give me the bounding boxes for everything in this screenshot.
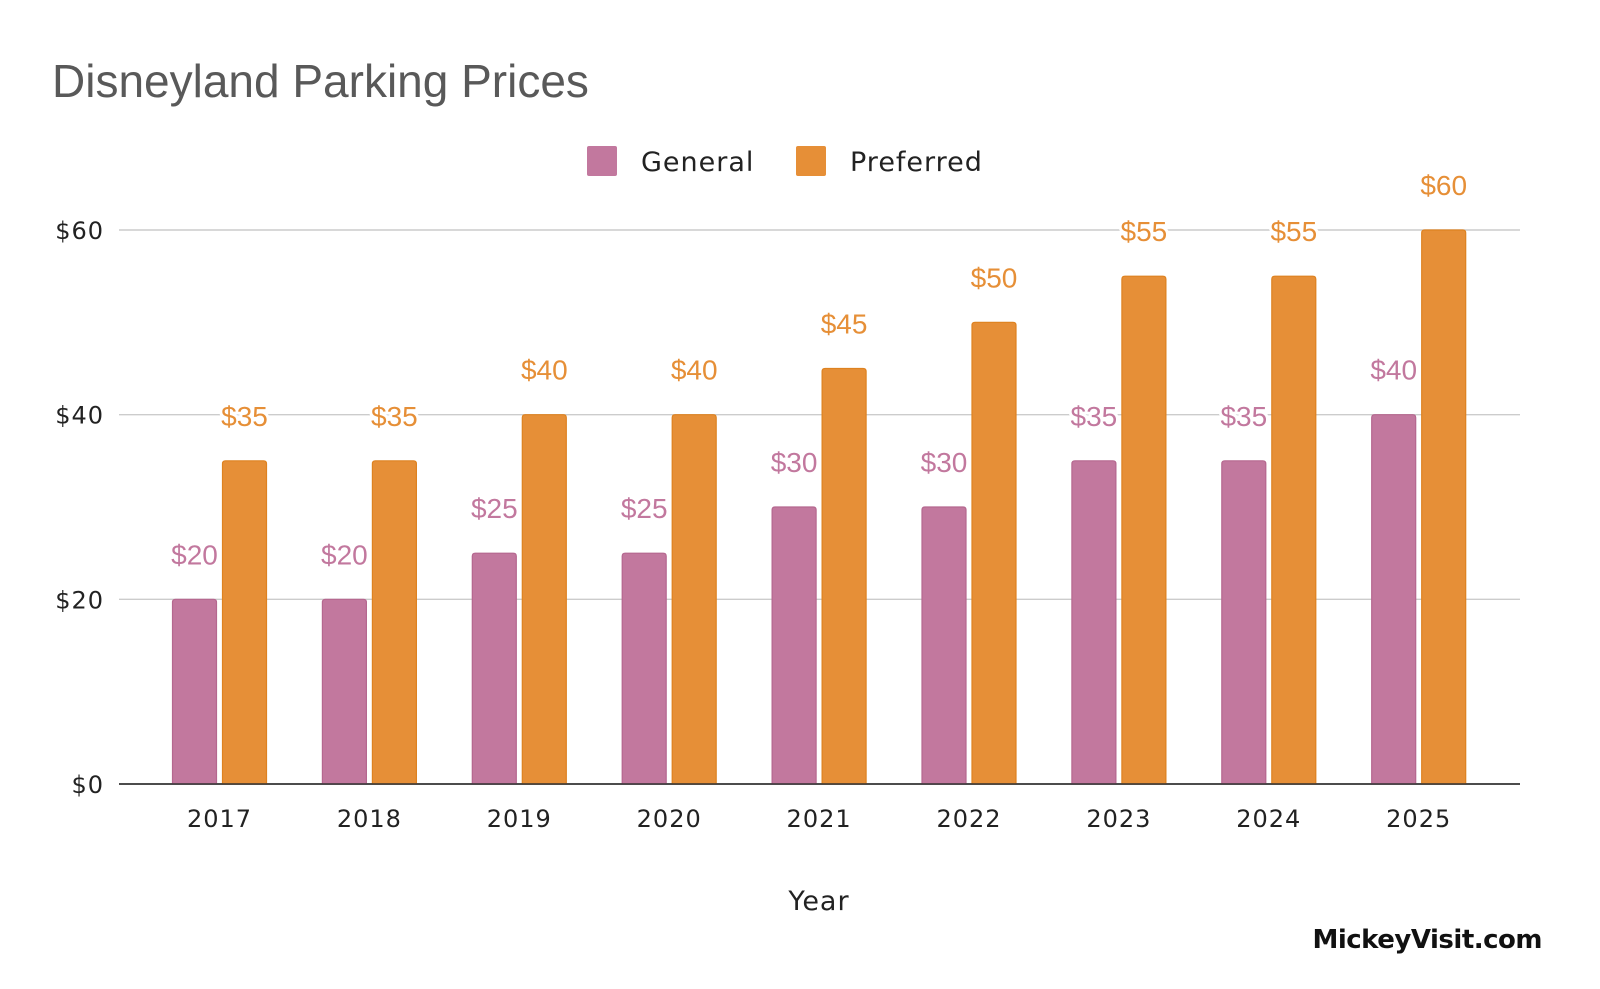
bar-general-2017 (171, 598, 218, 785)
bar-preferred-2020 (671, 414, 717, 785)
x-tick-label: 2017 (187, 805, 252, 833)
bar-group-2025: $40 $60 (1367, 167, 1470, 785)
bar-general-2020 (621, 552, 667, 785)
x-tick-label: 2025 (1386, 805, 1451, 833)
data-label-preferred: $40 (671, 355, 718, 386)
data-label-general: $30 (921, 447, 968, 478)
data-label-general: $40 (1370, 355, 1417, 386)
x-tick-label: 2019 (487, 805, 552, 833)
watermark: MickeyVisit.com (1312, 925, 1542, 955)
bar-preferred-2017 (221, 460, 268, 785)
x-tick-label: 2020 (637, 805, 702, 833)
data-label-general: $35 (1220, 401, 1267, 432)
bar-group-2019: $25 $40 (468, 352, 571, 785)
bar-group-2024: $35 $55 (1217, 213, 1320, 785)
bar-preferred-2024 (1271, 275, 1317, 785)
bar-general-2023 (1071, 460, 1117, 785)
bar-preferred-2022 (971, 321, 1017, 785)
x-tick-label: 2024 (1236, 805, 1301, 833)
data-label-preferred: $35 (221, 401, 268, 432)
bar-group-2018: $20 $35 (318, 398, 421, 785)
bar-general-2024 (1221, 460, 1267, 785)
y-tick-label: $40 (55, 402, 104, 430)
legend-label-preferred: Preferred (850, 147, 983, 178)
y-axis-ticks: $0 $20 $40 $60 (55, 217, 104, 799)
data-label-preferred: $45 (821, 309, 868, 340)
x-tick-label: 2018 (337, 805, 402, 833)
data-label-preferred: $55 (1270, 216, 1317, 247)
bar-general-2025 (1371, 414, 1417, 785)
x-axis-ticks: 2017 2018 2019 2020 2021 2022 2023 2024 2025 (187, 805, 1451, 833)
data-label-preferred: $60 (1420, 170, 1467, 201)
data-label-preferred: $55 (1121, 216, 1168, 247)
data-label-general: $35 (1071, 401, 1118, 432)
bar-general-2018 (321, 598, 367, 785)
bar-preferred-2018 (371, 460, 417, 785)
legend-label-general: General (641, 147, 754, 178)
bar-group-2022: $30 $50 (918, 259, 1020, 785)
bar-group-2021: $30 $45 (768, 306, 870, 785)
data-label-general: $30 (771, 447, 818, 478)
bar-group-2020: $25 $40 (618, 352, 721, 785)
data-label-preferred: $35 (371, 401, 418, 432)
legend: General Preferred (587, 146, 983, 178)
chart-title: Disneyland Parking Prices (52, 55, 589, 107)
legend-swatch-preferred (796, 146, 826, 176)
y-tick-label: $20 (55, 586, 104, 614)
x-tick-label: 2022 (936, 805, 1001, 833)
data-label-preferred: $40 (521, 355, 568, 386)
y-tick-label: $0 (71, 771, 104, 799)
bar-preferred-2019 (521, 414, 567, 785)
x-tick-label: 2021 (787, 805, 852, 833)
bars: $20$35$20$35$25$40$25$40$30$45$30$50$35$… (119, 167, 1520, 785)
legend-swatch-general (587, 146, 617, 176)
bar-group-2017: $20 $35 (168, 398, 271, 785)
data-label-preferred: $50 (971, 262, 1018, 293)
x-axis-title: Year (787, 886, 849, 917)
bar-general-2021 (771, 506, 817, 785)
y-tick-label: $60 (55, 217, 104, 245)
bar-general-2019 (471, 552, 517, 785)
bar-preferred-2023 (1121, 275, 1167, 785)
bar-preferred-2025 (1421, 229, 1467, 785)
data-label-general: $20 (321, 539, 368, 570)
x-tick-label: 2023 (1086, 805, 1151, 833)
bar-preferred-2021 (821, 367, 867, 785)
data-label-general: $25 (471, 493, 518, 524)
bar-group-2023: $35 $55 (1068, 213, 1170, 785)
data-label-general: $25 (621, 493, 668, 524)
bar-general-2022 (921, 506, 967, 785)
data-label-general: $20 (171, 539, 218, 570)
